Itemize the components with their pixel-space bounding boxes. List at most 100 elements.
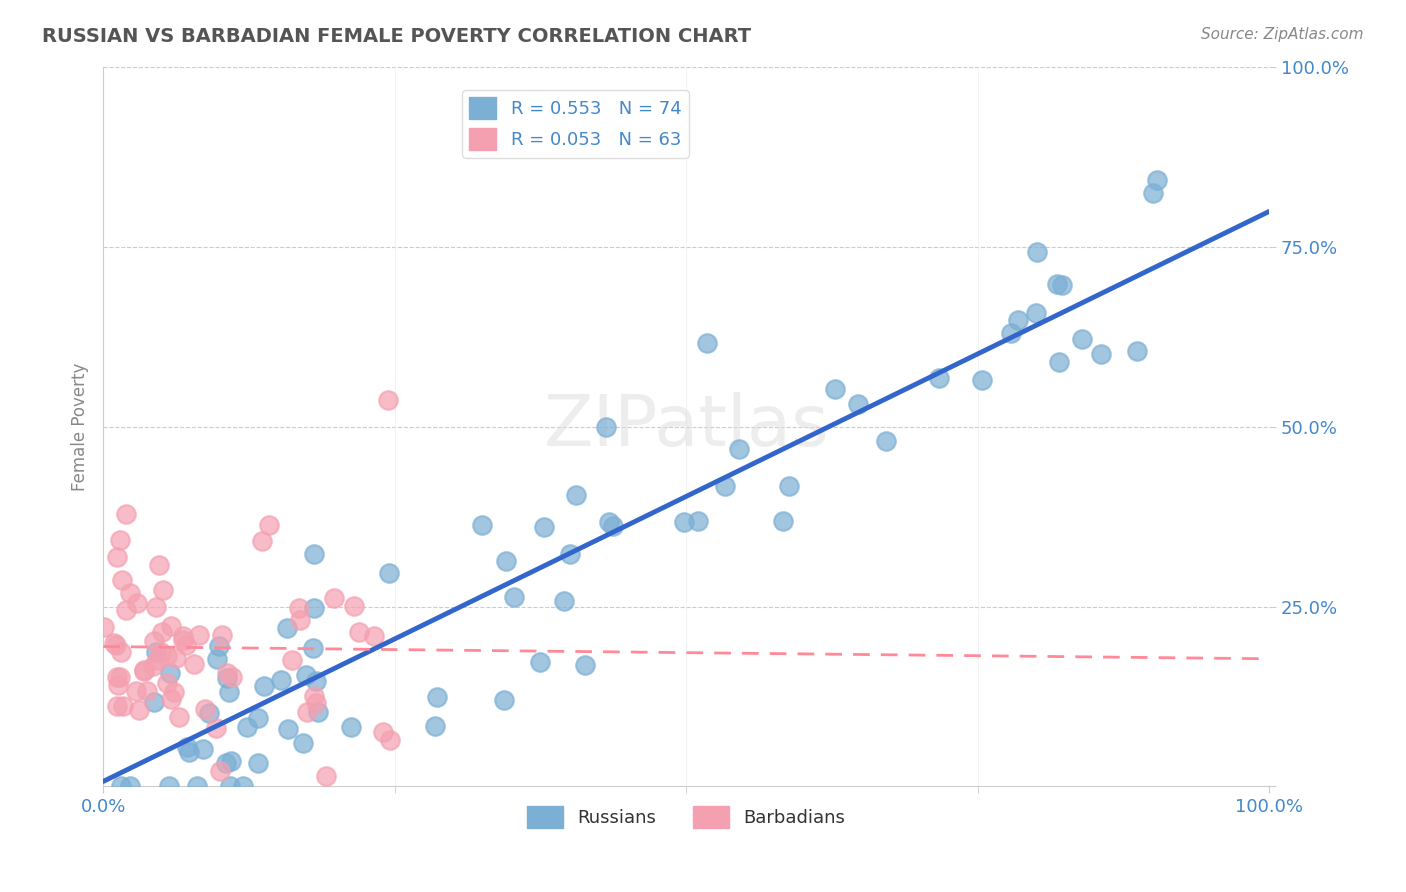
- Point: [165, 651, 187, 665]
- Point: [1025, 306, 1047, 320]
- Point: [221, 670, 243, 684]
- Point: [104, 638, 127, 652]
- Point: [150, 645, 173, 659]
- Point: [93, 620, 115, 634]
- Point: [846, 397, 869, 411]
- Point: [672, 516, 695, 530]
- Point: [322, 591, 344, 606]
- Point: [142, 659, 165, 673]
- Point: [574, 658, 596, 673]
- Point: [1025, 245, 1047, 260]
- Point: [163, 685, 186, 699]
- Point: [875, 434, 897, 449]
- Point: [194, 702, 217, 716]
- Point: [132, 665, 155, 679]
- Point: [553, 594, 575, 608]
- Point: [156, 648, 179, 663]
- Point: [686, 515, 709, 529]
- Point: [1070, 332, 1092, 346]
- Point: [492, 693, 515, 707]
- Point: [602, 518, 624, 533]
- Point: [152, 583, 174, 598]
- Point: [218, 780, 240, 794]
- Point: [236, 720, 259, 734]
- Point: [598, 515, 620, 529]
- Point: [471, 518, 494, 533]
- Point: [156, 675, 179, 690]
- Point: [145, 600, 167, 615]
- Point: [143, 695, 166, 709]
- Point: [696, 335, 718, 350]
- Point: [972, 374, 994, 388]
- Point: [103, 636, 125, 650]
- Point: [108, 670, 131, 684]
- Point: [565, 488, 588, 502]
- Point: [277, 722, 299, 736]
- Point: [146, 653, 169, 667]
- Point: [339, 720, 361, 734]
- Point: [207, 652, 229, 666]
- Point: [288, 600, 311, 615]
- Point: [219, 754, 242, 768]
- Point: [108, 533, 131, 548]
- Point: [347, 625, 370, 640]
- Point: [132, 663, 155, 677]
- Point: [112, 698, 135, 713]
- Point: [215, 756, 238, 770]
- Point: [307, 705, 329, 719]
- Point: [595, 419, 617, 434]
- Point: [291, 736, 314, 750]
- Point: [423, 718, 446, 732]
- Point: [186, 780, 208, 794]
- Point: [1142, 186, 1164, 201]
- Point: [105, 670, 128, 684]
- Point: [172, 633, 194, 648]
- Legend: Russians, Barbadians: Russians, Barbadians: [520, 798, 852, 835]
- Point: [315, 769, 337, 783]
- Point: [302, 601, 325, 615]
- Point: [105, 699, 128, 714]
- Point: [217, 671, 239, 685]
- Point: [778, 479, 800, 493]
- Point: [115, 603, 138, 617]
- Point: [208, 764, 231, 778]
- Point: [257, 517, 280, 532]
- Point: [174, 638, 197, 652]
- Point: [125, 596, 148, 610]
- Point: [558, 547, 581, 561]
- Point: [1045, 277, 1067, 291]
- Text: ZIPatlas: ZIPatlas: [543, 392, 830, 461]
- Point: [714, 478, 737, 492]
- Point: [218, 685, 240, 699]
- Point: [208, 639, 231, 653]
- Point: [533, 520, 555, 534]
- Point: [211, 627, 233, 641]
- Point: [343, 599, 366, 613]
- Point: [280, 653, 302, 667]
- Point: [187, 628, 209, 642]
- Point: [304, 673, 326, 688]
- Point: [145, 645, 167, 659]
- Point: [177, 745, 200, 759]
- Point: [172, 629, 194, 643]
- Point: [247, 756, 270, 770]
- Point: [276, 621, 298, 635]
- Point: [1090, 347, 1112, 361]
- Point: [378, 733, 401, 747]
- Point: [204, 721, 226, 735]
- Point: [295, 668, 318, 682]
- Point: [142, 633, 165, 648]
- Point: [290, 613, 312, 627]
- Point: [110, 645, 132, 659]
- Point: [110, 780, 132, 794]
- Point: [503, 591, 526, 605]
- Point: [128, 703, 150, 717]
- Point: [111, 573, 134, 587]
- Point: [135, 684, 157, 698]
- Point: [824, 383, 846, 397]
- Point: [305, 696, 328, 710]
- Point: [247, 711, 270, 725]
- Point: [1007, 313, 1029, 327]
- Point: [304, 547, 326, 561]
- Point: [728, 442, 751, 456]
